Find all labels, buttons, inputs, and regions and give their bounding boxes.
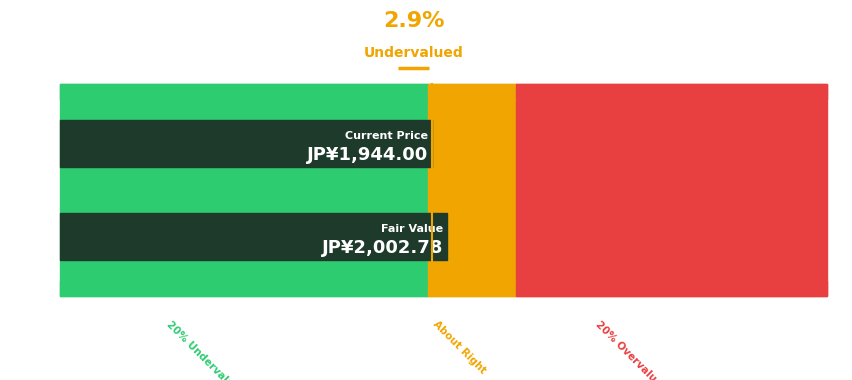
Text: JP¥2,002.78: JP¥2,002.78 [321,239,443,257]
Bar [516,281,826,296]
Text: About Right: About Right [430,319,486,376]
Bar [60,281,428,296]
Bar [60,84,428,99]
Text: 2.9%: 2.9% [383,11,444,32]
Text: Fair Value: Fair Value [381,225,443,234]
Bar [516,84,826,296]
Bar [60,120,431,166]
Text: Undervalued: Undervalued [364,46,463,60]
Text: JP¥1,944.00: JP¥1,944.00 [306,146,427,163]
Bar [428,281,516,296]
Text: 20% Overvalued: 20% Overvalued [593,319,668,380]
Text: Current Price: Current Price [344,131,427,141]
Bar [516,84,826,99]
Text: 20% Undervalued: 20% Undervalued [164,319,245,380]
Bar [60,84,428,296]
Bar [428,84,516,99]
Bar [428,84,516,296]
Bar [60,214,446,260]
